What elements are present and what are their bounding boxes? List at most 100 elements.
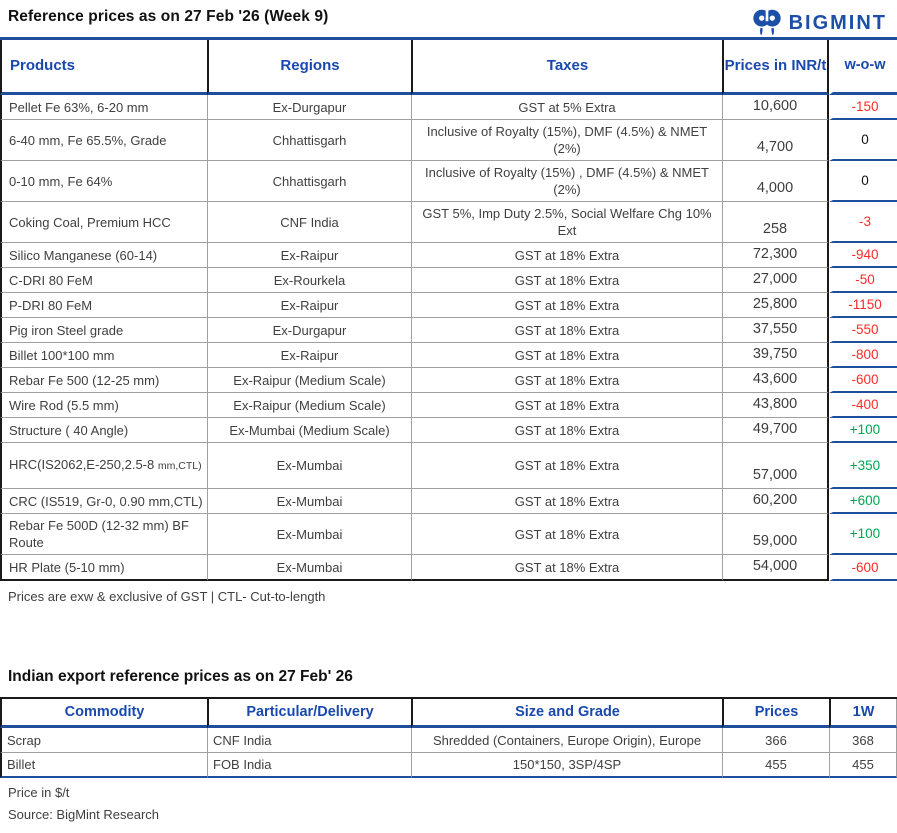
price-table-row: Rebar Fe 500 (12-25 mm) Ex-Raipur (Medium… xyxy=(0,368,897,393)
commodity-cell: Billet xyxy=(0,753,207,778)
price-table-row: HRC(IS2062,E-250,2.5-8 mm,CTL) Ex-Mumbai G… xyxy=(0,443,897,489)
product-cell: Rebar Fe 500 (12-25 mm) xyxy=(0,368,207,393)
region-cell: Ex-Durgapur xyxy=(207,318,411,343)
product-small-suffix: mm,CTL) xyxy=(157,460,202,472)
region-cell: Chhattisgarh xyxy=(207,161,411,202)
one-week-cell: 455 xyxy=(829,753,897,778)
taxes-cell: GST at 18% Extra xyxy=(411,318,722,343)
product-cell: 0-10 mm, Fe 64% xyxy=(0,161,207,202)
product-cell: Rebar Fe 500D (12-32 mm) BF Route xyxy=(0,514,207,555)
export-table-row: Scrap CNF India Shredded (Containers, Euro… xyxy=(0,728,897,753)
price-cell: 455 xyxy=(722,753,829,778)
reference-price-table: Products Regions Taxes Prices in INR/t w… xyxy=(0,37,897,581)
taxes-cell: GST at 18% Extra xyxy=(411,418,722,443)
taxes-cell: GST at 18% Extra xyxy=(411,443,722,489)
wow-cell: -600 xyxy=(829,368,897,393)
price-table-row: 6-40 mm, Fe 65.5%, Grade Chhattisgarh Incl… xyxy=(0,120,897,161)
taxes-cell: GST at 18% Extra xyxy=(411,293,722,318)
product-cell: C-DRI 80 FeM xyxy=(0,268,207,293)
price-cell: 43,800 xyxy=(722,393,829,418)
wow-cell: -600 xyxy=(829,555,897,581)
product-cell: Billet 100*100 mm xyxy=(0,343,207,368)
export-price-table: Commodity Particular/Delivery Size and G… xyxy=(0,697,897,778)
wow-cell: +100 xyxy=(829,514,897,555)
export-price-table-body: Scrap CNF India Shredded (Containers, Euro… xyxy=(0,728,897,778)
taxes-cell: GST at 18% Extra xyxy=(411,514,722,555)
price-table-row: P-DRI 80 FeM Ex-Raipur GST at 18% Extra 25,… xyxy=(0,293,897,318)
col-header-1w: 1W xyxy=(829,699,897,728)
region-cell: Ex-Rourkela xyxy=(207,268,411,293)
region-cell: CNF India xyxy=(207,202,411,243)
taxes-cell: GST at 18% Extra xyxy=(411,555,722,581)
price-cell: 43,600 xyxy=(722,368,829,393)
taxes-cell: Inclusive of Royalty (15%), DMF (4.5%) &… xyxy=(411,120,722,161)
product-cell: Silico Manganese (60-14) xyxy=(0,243,207,268)
price-table-row: Billet 100*100 mm Ex-Raipur GST at 18% Ext… xyxy=(0,343,897,368)
header-row: Products Regions Taxes Prices in INR/t w… xyxy=(0,40,897,95)
bigmint-logo-icon xyxy=(752,8,781,36)
price-cell: 49,700 xyxy=(722,418,829,443)
wow-cell: +600 xyxy=(829,489,897,514)
region-cell: Ex-Mumbai xyxy=(207,514,411,555)
wow-cell: -1150 xyxy=(829,293,897,318)
price-table-row: HR Plate (5-10 mm) Ex-Mumbai GST at 18% Ex… xyxy=(0,555,897,581)
price-cell: 10,600 xyxy=(722,95,829,120)
price-cell: 39,750 xyxy=(722,343,829,368)
price-cell: 54,000 xyxy=(722,555,829,581)
size-grade-cell: Shredded (Containers, Europe Origin), Eu… xyxy=(411,728,722,753)
col-header-prices-inr: Prices in INR/t xyxy=(722,40,829,95)
region-cell: Ex-Raipur xyxy=(207,343,411,368)
price-cell: 27,000 xyxy=(722,268,829,293)
product-cell: Pig iron Steel grade xyxy=(0,318,207,343)
wow-cell: -550 xyxy=(829,318,897,343)
source-note: Source: BigMint Research xyxy=(8,807,160,822)
region-cell: Ex-Raipur xyxy=(207,293,411,318)
col-header-regions: Regions xyxy=(207,40,411,95)
col-header-wow: w-o-w xyxy=(829,40,897,95)
wow-cell: +100 xyxy=(829,418,897,443)
reference-price-table-header: Products Regions Taxes Prices in INR/t w… xyxy=(0,40,897,95)
price-table-row: 0-10 mm, Fe 64% Chhattisgarh Inclusive of … xyxy=(0,161,897,202)
header-row: Commodity Particular/Delivery Size and G… xyxy=(0,699,897,728)
bigmint-logo: BIGMINT xyxy=(752,8,887,38)
export-price-table-header: Commodity Particular/Delivery Size and G… xyxy=(0,699,897,728)
product-cell: 6-40 mm, Fe 65.5%, Grade xyxy=(0,120,207,161)
page-title: Reference prices as on 27 Feb '26 (Week … xyxy=(8,8,329,25)
price-table-row: Pig iron Steel grade Ex-Durgapur GST at 18… xyxy=(0,318,897,343)
taxes-cell: GST at 18% Extra xyxy=(411,343,722,368)
col-header-prices: Prices xyxy=(722,699,829,728)
product-cell: HR Plate (5-10 mm) xyxy=(0,555,207,581)
price-table-footnote: Prices are exw & exclusive of GST | CTL-… xyxy=(8,589,326,604)
region-cell: Ex-Mumbai xyxy=(207,443,411,489)
taxes-cell: GST at 18% Extra xyxy=(411,243,722,268)
wow-cell: 0 xyxy=(829,161,897,202)
export-unit-note: Price in $/t xyxy=(8,785,70,800)
bigmint-logo-text: BIGMINT xyxy=(788,11,887,34)
region-cell: Ex-Raipur (Medium Scale) xyxy=(207,368,411,393)
price-table-row: CRC (IS519, Gr-0, 0.90 mm,CTL) Ex-Mumbai G… xyxy=(0,489,897,514)
region-cell: Ex-Mumbai (Medium Scale) xyxy=(207,418,411,443)
wow-cell: -50 xyxy=(829,268,897,293)
export-section-title: Indian export reference prices as on 27 … xyxy=(8,668,353,685)
price-table-row: Structure ( 40 Angle) Ex-Mumbai (Medium S… xyxy=(0,418,897,443)
col-header-products: Products xyxy=(0,40,207,95)
reference-price-table-body: Pellet Fe 63%, 6-20 mm Ex-Durgapur GST at … xyxy=(0,95,897,581)
wow-cell: -150 xyxy=(829,95,897,120)
price-table-row: Wire Rod (5.5 mm) Ex-Raipur (Medium Scale… xyxy=(0,393,897,418)
product-cell: Structure ( 40 Angle) xyxy=(0,418,207,443)
price-table-row: Silico Manganese (60-14) Ex-Raipur GST at … xyxy=(0,243,897,268)
price-table-row: Pellet Fe 63%, 6-20 mm Ex-Durgapur GST at … xyxy=(0,95,897,120)
wow-cell: +350 xyxy=(829,443,897,489)
price-cell: 60,200 xyxy=(722,489,829,514)
product-cell: Pellet Fe 63%, 6-20 mm xyxy=(0,95,207,120)
price-cell: 258 xyxy=(722,202,829,243)
product-cell: HRC(IS2062,E-250,2.5-8 mm,CTL) xyxy=(0,443,207,489)
price-cell: 57,000 xyxy=(722,443,829,489)
taxes-cell: GST at 18% Extra xyxy=(411,489,722,514)
price-cell: 72,300 xyxy=(722,243,829,268)
taxes-cell: Inclusive of Royalty (15%) , DMF (4.5%) … xyxy=(411,161,722,202)
price-cell: 4,000 xyxy=(722,161,829,202)
region-cell: Ex-Durgapur xyxy=(207,95,411,120)
one-week-cell: 368 xyxy=(829,728,897,753)
taxes-cell: GST at 18% Extra xyxy=(411,268,722,293)
